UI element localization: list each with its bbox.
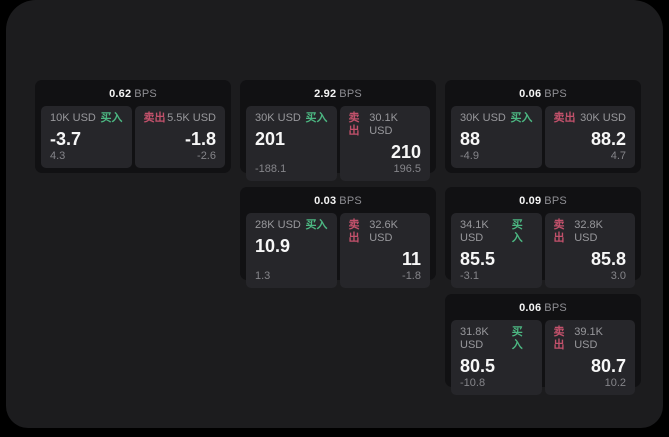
sell-label: 卖出 xyxy=(348,112,360,137)
buy-delta: 1.3 xyxy=(255,270,271,282)
buy-panel[interactable]: 10K USD 买入 -3.7 4.3 xyxy=(41,106,132,168)
bps-unit-label: BPS xyxy=(544,195,567,207)
sell-delta: 10.2 xyxy=(604,377,626,389)
bps-value: 0.06 xyxy=(519,88,542,100)
bps-header: 0.06 BPS xyxy=(451,85,635,103)
sell-size: 39.1K USD xyxy=(574,326,603,351)
buy-panel[interactable]: 34.1K USD 买入 85.5 -3.1 xyxy=(451,213,542,288)
sell-size: 30.1K USD xyxy=(369,112,398,137)
sell-price: 85.8 xyxy=(590,249,626,269)
bps-header: 0.03 BPS xyxy=(246,192,430,210)
buy-label: 买入 xyxy=(511,326,523,351)
sell-delta: -2.6 xyxy=(197,150,216,162)
buy-price: 80.5 xyxy=(460,356,496,376)
sell-size: 5.5K USD xyxy=(167,112,216,124)
bps-unit-label: BPS xyxy=(134,88,157,100)
sell-size: 32.8K USD xyxy=(574,219,603,244)
sell-size: 32.6K USD xyxy=(369,219,398,244)
bps-header: 0.09 BPS xyxy=(451,192,635,210)
bps-value: 2.92 xyxy=(314,88,337,100)
bps-value: 0.03 xyxy=(314,195,337,207)
buy-price: 201 xyxy=(255,129,286,149)
sell-delta: 4.7 xyxy=(610,150,626,162)
quote-card-grid: 0.62 BPS 10K USD 买入 -3.7 4.3 卖出 5.5K USD xyxy=(35,80,641,395)
buy-panel[interactable]: 30K USD 买入 201 -188.1 xyxy=(246,106,337,181)
buy-delta: -188.1 xyxy=(255,163,287,175)
bps-header: 0.06 BPS xyxy=(451,299,635,317)
bps-value: 0.09 xyxy=(519,195,542,207)
bps-unit-label: BPS xyxy=(339,88,362,100)
buy-size: 28K USD xyxy=(255,219,301,231)
buy-delta: 4.3 xyxy=(50,150,66,162)
buy-panel[interactable]: 30K USD 买入 88 -4.9 xyxy=(451,106,542,168)
sell-label: 卖出 xyxy=(553,326,565,351)
bps-header: 0.62 BPS xyxy=(41,85,225,103)
bps-header: 2.92 BPS xyxy=(246,85,430,103)
bps-unit-label: BPS xyxy=(339,195,362,207)
sell-delta: -1.8 xyxy=(402,270,421,282)
buy-delta: -10.8 xyxy=(460,377,486,389)
sell-panel[interactable]: 卖出 30.1K USD 210 196.5 xyxy=(339,106,430,181)
sell-panel[interactable]: 卖出 5.5K USD -1.8 -2.6 xyxy=(134,106,225,168)
buy-price: 85.5 xyxy=(460,249,496,269)
sell-size: 30K USD xyxy=(580,112,626,124)
quote-card: 2.92 BPS 30K USD 买入 201 -188.1 卖出 30.1K U… xyxy=(240,80,436,181)
buy-panel[interactable]: 28K USD 买入 10.9 1.3 xyxy=(246,213,337,288)
sell-price: 11 xyxy=(401,249,421,269)
quote-card: 0.06 BPS 31.8K USD 买入 80.5 -10.8 卖出 39.1K… xyxy=(445,294,641,395)
bps-unit-label: BPS xyxy=(544,88,567,100)
quote-card: 0.06 BPS 30K USD 买入 88 -4.9 卖出 30K USD xyxy=(445,80,641,173)
quote-card: 0.03 BPS 28K USD 买入 10.9 1.3 卖出 32.6K USD xyxy=(240,187,436,288)
buy-size: 30K USD xyxy=(460,112,506,124)
buy-size: 30K USD xyxy=(255,112,301,124)
buy-price: 10.9 xyxy=(255,236,291,256)
buy-label: 买入 xyxy=(511,219,523,244)
buy-size: 34.1K USD xyxy=(460,219,489,244)
buy-delta: -3.1 xyxy=(460,270,479,282)
sell-label: 卖出 xyxy=(143,112,166,124)
buy-label: 买入 xyxy=(510,112,533,124)
bps-value: 0.62 xyxy=(109,88,132,100)
buy-price: 88 xyxy=(460,129,481,149)
bps-value: 0.06 xyxy=(519,302,542,314)
sell-panel[interactable]: 卖出 30K USD 88.2 4.7 xyxy=(544,106,635,168)
quote-card: 0.09 BPS 34.1K USD 买入 85.5 -3.1 卖出 32.8K … xyxy=(445,187,641,288)
sell-price: 210 xyxy=(390,142,421,162)
sell-panel[interactable]: 卖出 32.6K USD 11 -1.8 xyxy=(339,213,430,288)
quote-card: 0.62 BPS 10K USD 买入 -3.7 4.3 卖出 5.5K USD xyxy=(35,80,231,173)
sell-label: 卖出 xyxy=(348,219,360,244)
buy-delta: -4.9 xyxy=(460,150,479,162)
sell-panel[interactable]: 卖出 32.8K USD 85.8 3.0 xyxy=(544,213,635,288)
sell-delta: 3.0 xyxy=(610,270,626,282)
sell-price: -1.8 xyxy=(184,129,216,149)
sell-price: 88.2 xyxy=(590,129,626,149)
sell-price: 80.7 xyxy=(590,356,626,376)
sell-delta: 196.5 xyxy=(393,163,421,175)
buy-label: 买入 xyxy=(305,112,328,124)
buy-label: 买入 xyxy=(305,219,328,231)
sell-label: 卖出 xyxy=(553,219,565,244)
buy-size: 10K USD xyxy=(50,112,96,124)
buy-price: -3.7 xyxy=(50,129,82,149)
buy-panel[interactable]: 31.8K USD 买入 80.5 -10.8 xyxy=(451,320,542,395)
sell-label: 卖出 xyxy=(553,112,576,124)
buy-size: 31.8K USD xyxy=(460,326,489,351)
bps-unit-label: BPS xyxy=(544,302,567,314)
sell-panel[interactable]: 卖出 39.1K USD 80.7 10.2 xyxy=(544,320,635,395)
buy-label: 买入 xyxy=(100,112,123,124)
